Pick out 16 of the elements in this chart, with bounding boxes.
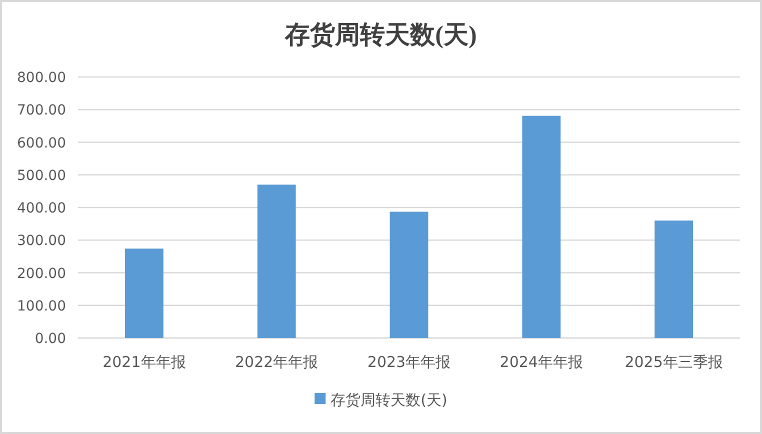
xtick: 2021年年报 xyxy=(102,353,186,371)
title: 存货周转天数(天) xyxy=(285,22,477,49)
ytick: 600.00 xyxy=(17,135,66,152)
ytick: 0.00 xyxy=(34,331,66,347)
xtick: 2022年年报 xyxy=(235,353,318,371)
ytick: 700.00 xyxy=(17,102,66,119)
ytick: 300.00 xyxy=(17,233,66,250)
ytick: 200.00 xyxy=(17,266,66,282)
xtick: 2024年年报 xyxy=(500,353,583,371)
ytick: 800.00 xyxy=(17,70,66,86)
ytick: 100.00 xyxy=(17,298,66,314)
ytick: 500.00 xyxy=(17,168,66,184)
xtick: 2025年三季报 xyxy=(624,353,723,371)
ytick: 400.00 xyxy=(17,200,66,216)
xtick: 2023年年报 xyxy=(367,353,451,371)
legend: 存货周转天数(天) xyxy=(314,391,448,409)
